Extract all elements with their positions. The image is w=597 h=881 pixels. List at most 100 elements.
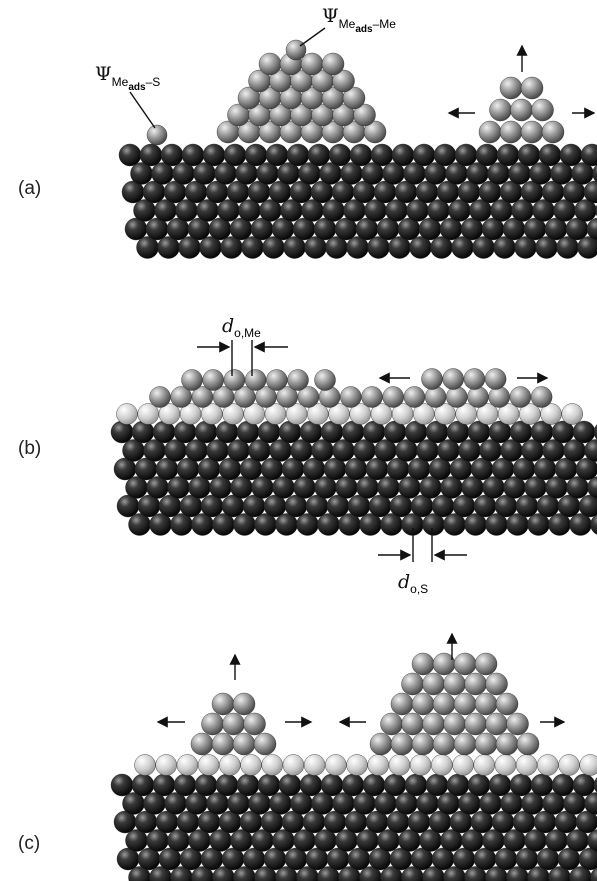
atom xyxy=(552,774,574,796)
atom xyxy=(266,370,287,391)
atom xyxy=(422,369,443,390)
atom xyxy=(465,713,487,735)
pointer xyxy=(300,28,325,46)
atom xyxy=(468,774,490,796)
atom xyxy=(425,387,446,408)
atom xyxy=(465,673,487,695)
atom xyxy=(132,774,154,796)
atom xyxy=(423,713,445,735)
atom xyxy=(447,774,469,796)
atom xyxy=(454,693,476,715)
atom xyxy=(476,144,498,166)
atom xyxy=(518,144,540,166)
atom xyxy=(486,713,508,735)
atom xyxy=(198,755,219,776)
atom xyxy=(391,693,413,715)
atom xyxy=(474,755,495,776)
atom xyxy=(300,774,322,796)
atom xyxy=(153,774,175,796)
atom xyxy=(391,733,413,755)
atom xyxy=(177,755,198,776)
atom xyxy=(423,673,445,695)
atom xyxy=(413,144,435,166)
psi-label: ΨMeads–S xyxy=(95,63,160,93)
atom xyxy=(412,653,434,675)
psi-label: ΨMeads–Me xyxy=(322,5,396,35)
atom xyxy=(233,733,255,755)
atom xyxy=(224,144,246,166)
atom xyxy=(287,144,309,166)
atom xyxy=(496,733,518,755)
atom xyxy=(573,774,595,796)
atom xyxy=(212,733,234,755)
atom xyxy=(495,755,516,776)
atom xyxy=(485,369,506,390)
atom xyxy=(368,755,389,776)
atom xyxy=(156,755,177,776)
atom xyxy=(464,369,485,390)
atom xyxy=(283,755,304,776)
atom xyxy=(412,693,434,715)
atom xyxy=(135,755,156,776)
atom xyxy=(402,673,424,695)
atom xyxy=(182,144,204,166)
atom xyxy=(517,733,539,755)
atom xyxy=(489,387,510,408)
atom xyxy=(486,673,508,695)
atom xyxy=(453,755,474,776)
atom xyxy=(203,370,224,391)
atom xyxy=(259,53,281,75)
atom xyxy=(434,144,456,166)
atom xyxy=(580,755,597,776)
atom xyxy=(537,755,558,776)
atom xyxy=(539,144,561,166)
atom xyxy=(203,144,225,166)
figure: (a) (b) (c) ΨMeads–S ΨMeads–Me do,Me do,… xyxy=(0,0,597,881)
atom xyxy=(342,774,364,796)
atom xyxy=(444,673,466,695)
atom xyxy=(241,755,262,776)
atom xyxy=(532,99,554,121)
atom xyxy=(479,121,501,143)
atom xyxy=(245,144,267,166)
atom xyxy=(389,755,410,776)
atoms xyxy=(111,40,597,881)
atom xyxy=(340,387,361,408)
atom xyxy=(455,144,477,166)
atom xyxy=(244,713,266,735)
atom xyxy=(507,713,529,735)
atom xyxy=(404,387,425,408)
atom xyxy=(475,693,497,715)
panel-label: (a) xyxy=(18,178,41,199)
atom xyxy=(573,421,595,443)
atom xyxy=(490,99,512,121)
atom xyxy=(496,693,518,715)
atom xyxy=(383,387,404,408)
atom xyxy=(410,755,431,776)
atom xyxy=(111,774,133,796)
atom xyxy=(446,387,467,408)
atom xyxy=(362,387,383,408)
atom xyxy=(370,733,392,755)
atom xyxy=(329,144,351,166)
atom xyxy=(315,370,336,391)
panel-label: (c) xyxy=(18,833,40,854)
atom xyxy=(182,370,203,391)
atom xyxy=(412,733,434,755)
atom xyxy=(405,774,427,796)
atom xyxy=(304,755,325,776)
atom xyxy=(147,125,167,145)
atom xyxy=(301,53,323,75)
atom xyxy=(510,387,531,408)
atom xyxy=(542,121,564,143)
atom xyxy=(279,774,301,796)
atom xyxy=(371,144,393,166)
atom xyxy=(216,774,238,796)
atom xyxy=(161,144,183,166)
atom xyxy=(511,99,533,121)
atom xyxy=(245,370,266,391)
atom xyxy=(500,77,522,99)
atom xyxy=(497,144,519,166)
atom xyxy=(224,370,245,391)
atom xyxy=(262,755,283,776)
